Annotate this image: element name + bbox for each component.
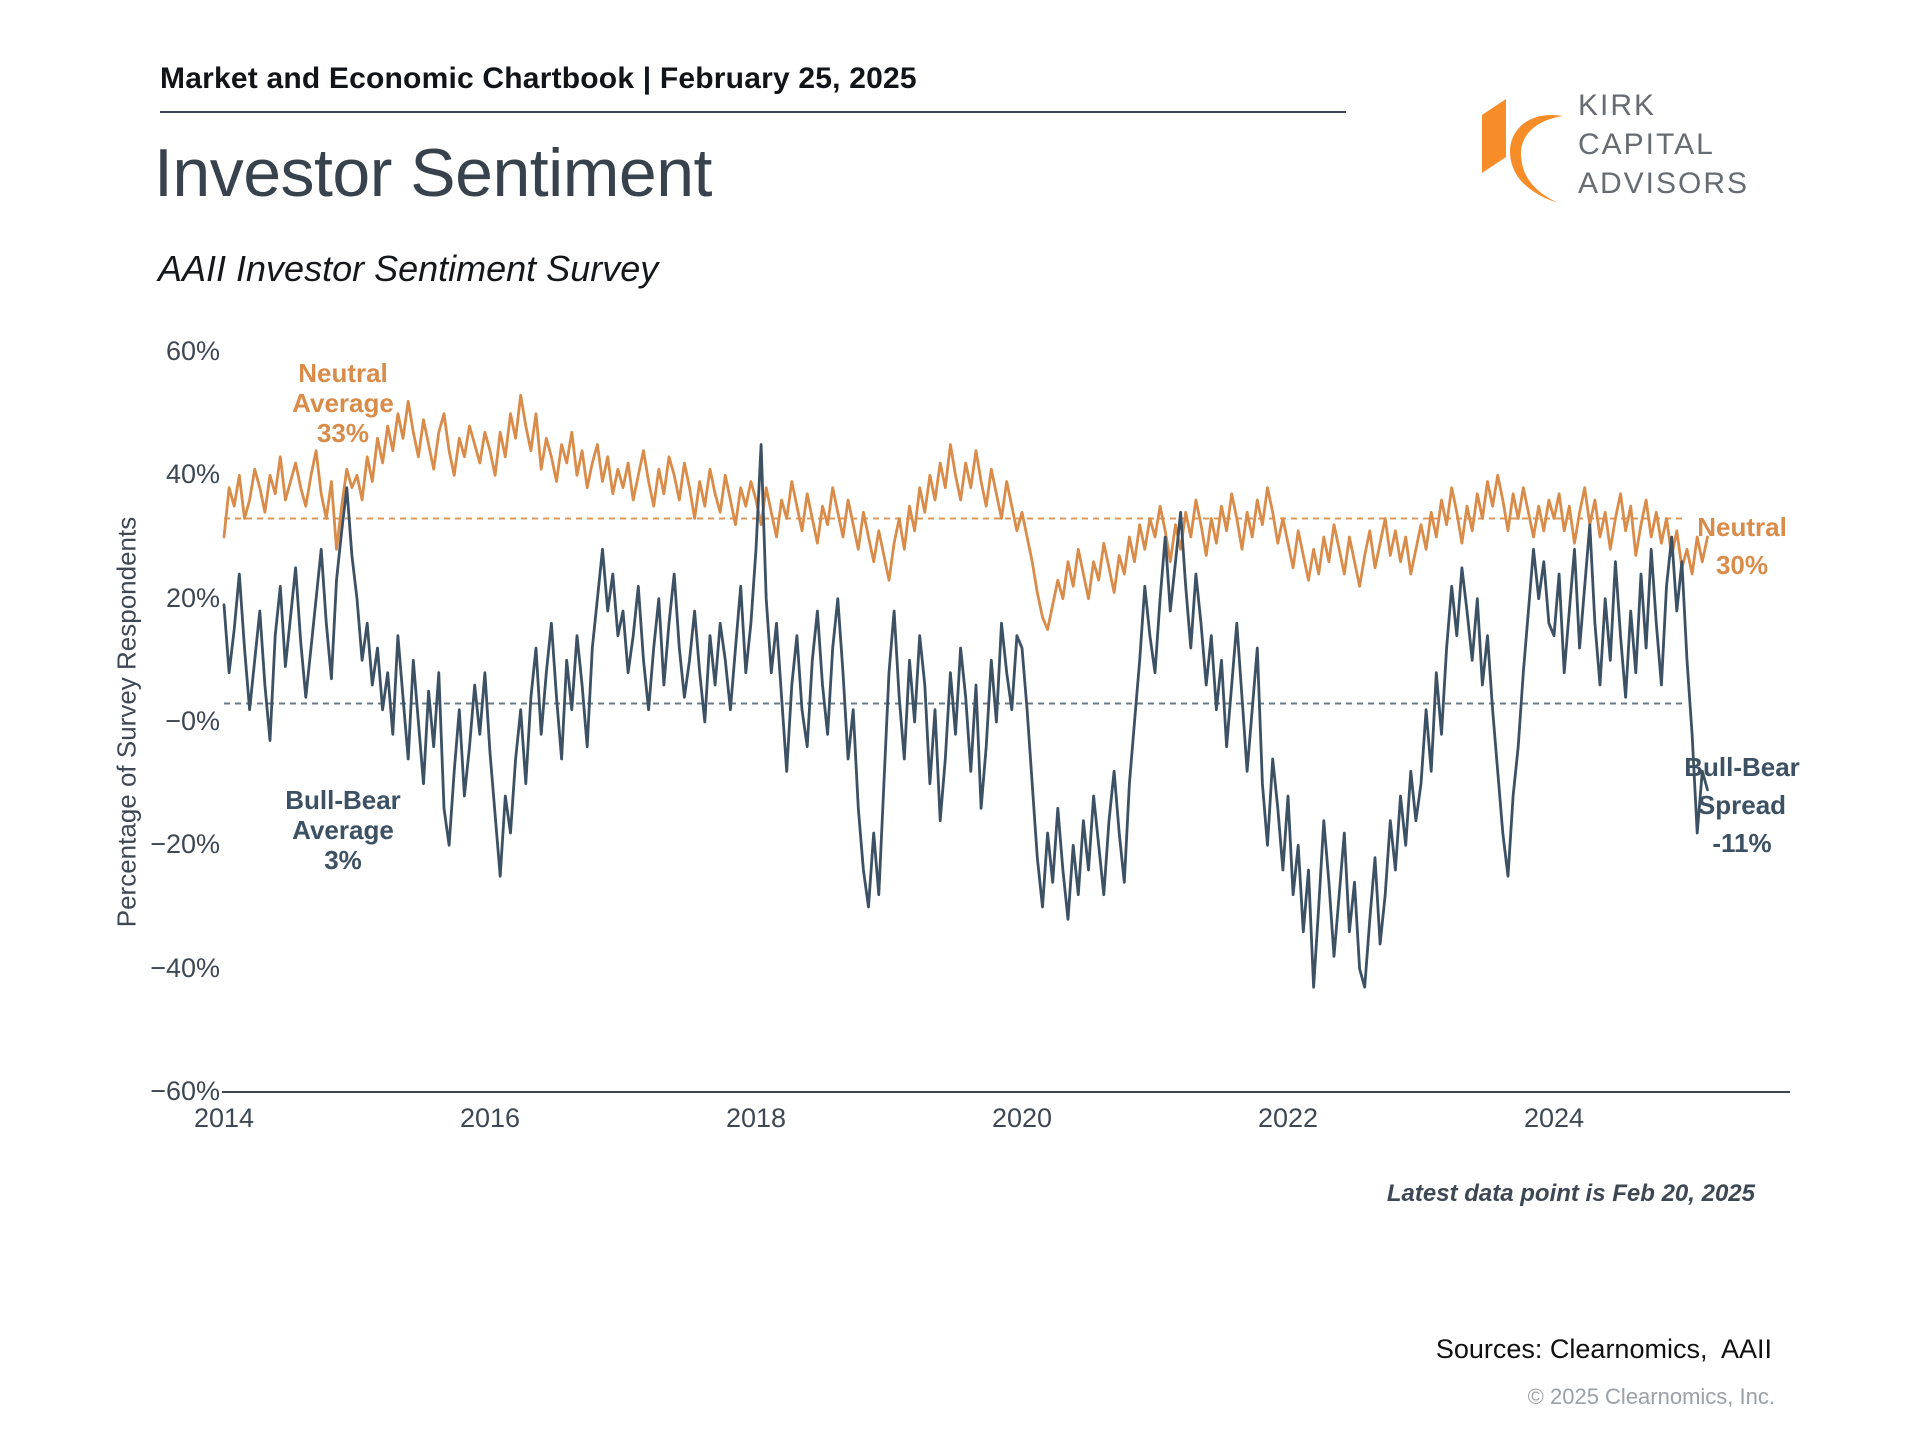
annotation-line: Neutral (298, 358, 388, 388)
annotation-line: Neutral (1697, 512, 1787, 542)
page-subtitle: AAII Investor Sentiment Survey (158, 248, 659, 289)
annotation-line: Average (292, 388, 394, 418)
y-tick-label: −40% (150, 952, 220, 983)
latest-data-footnote: Latest data point is Feb 20, 2025 (1386, 1180, 1755, 1207)
copyright-line: © 2025 Clearnomics, Inc. (1527, 1384, 1775, 1409)
x-tick-label: 2020 (991, 1103, 1053, 1133)
annotation-line: Average (292, 815, 394, 845)
y-tick-label: −60% (150, 1076, 220, 1106)
x-tick-label: 2022 (1257, 1103, 1319, 1133)
report-kicker: Market and Economic Chartbook | February… (160, 62, 917, 95)
annotation-line: Bull-Bear (285, 785, 401, 815)
kirk-capital-logo: KIRK CAPITAL ADVISORS (1470, 83, 1920, 213)
annotation-line: Spread (1697, 790, 1787, 820)
y-tick-label: −0% (165, 706, 220, 736)
neutral-average-annotation: Neutral Average 33% (292, 358, 394, 448)
annotation-line: 33% (316, 418, 370, 448)
x-tick-label: 2014 (193, 1103, 255, 1133)
annotation-line: 3% (324, 845, 362, 875)
sources-line: Sources: Clearnomics, AAII (1435, 1334, 1772, 1364)
y-tick-label: 20% (165, 582, 220, 613)
y-tick-label: 60% (165, 336, 220, 366)
logo-word-advisors: ADVISORS (1578, 167, 1750, 200)
x-tick-label: 2018 (725, 1103, 787, 1133)
x-tick-label: 2016 (459, 1103, 521, 1133)
annotation-line: -11% (1712, 828, 1772, 858)
logo-word-capital: CAPITAL (1578, 128, 1715, 161)
logo-wordmark: KIRK CAPITAL ADVISORS (1578, 86, 1749, 203)
y-tick-label: −20% (150, 829, 220, 860)
y-tick-label: 40% (165, 459, 220, 490)
x-tick-label: 2024 (1523, 1103, 1585, 1133)
bull-bear-series-line (222, 443, 1709, 989)
logo-word-kirk: KIRK (1578, 89, 1657, 122)
annotation-line: Bull-Bear (1684, 752, 1800, 782)
annotation-line: 30% (1715, 550, 1769, 580)
kirk-k-logo-icon (1482, 99, 1563, 203)
bull-bear-latest-annotation: Bull-Bear Spread -11% (1684, 748, 1800, 862)
page-title: Investor Sentiment (154, 135, 712, 211)
neutral-latest-annotation: Neutral 30% (1697, 508, 1787, 584)
header-divider (160, 111, 1346, 113)
bull-bear-average-annotation: Bull-Bear Average 3% (285, 785, 401, 875)
neutral-series-line (222, 393, 1709, 631)
